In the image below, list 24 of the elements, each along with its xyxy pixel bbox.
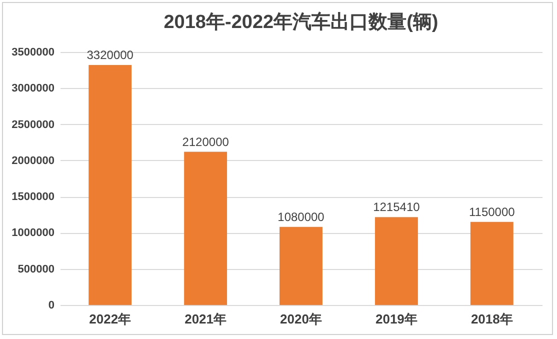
y-tick-label: 2000000 <box>12 154 54 167</box>
data-label: 2120000 <box>182 134 230 149</box>
data-label: 1080000 <box>278 210 325 224</box>
bar <box>280 226 322 305</box>
bar <box>88 65 132 305</box>
y-tick-label: 2500000 <box>12 118 54 131</box>
x-tick-label: 2022年 <box>89 312 132 326</box>
data-label: 3320000 <box>86 48 134 62</box>
bar <box>470 222 514 305</box>
y-tick-label: 0 <box>48 300 54 312</box>
data-label: 1215410 <box>373 200 420 214</box>
chart-title: 2018年-2022年汽车出口数量(辆) <box>164 11 438 33</box>
x-tick-label: 2020年 <box>280 312 322 326</box>
y-tick-label: 1000000 <box>12 227 54 240</box>
y-tick-label: 1500000 <box>12 191 54 204</box>
x-tick-label: 2019年 <box>375 312 418 326</box>
y-tick-label: 3500000 <box>12 46 54 58</box>
bar <box>374 217 418 305</box>
data-label: 1150000 <box>468 204 516 219</box>
y-tick-label: 500000 <box>18 263 54 276</box>
bar <box>184 152 228 305</box>
y-tick-label: 3000000 <box>12 82 54 95</box>
x-tick-label: 2018年 <box>470 312 513 326</box>
x-tick-label: 2021年 <box>184 312 227 326</box>
